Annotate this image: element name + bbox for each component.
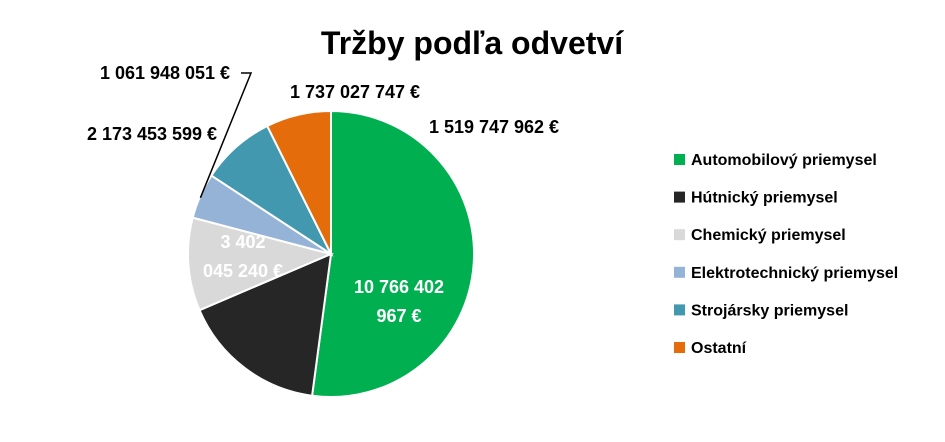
legend-swatch-4 [674,266,685,278]
legend-label-1: Automobilový priemysel [691,152,877,169]
leader-line-4 [199,72,253,199]
pie-slice-1 [310,109,475,398]
pie-slice-3 [187,216,335,312]
data-label-1: 10 766 402 967 € [354,277,444,326]
legend-swatch-5 [674,304,685,316]
pie-slice-6 [265,109,332,255]
pie-slice-2 [198,252,333,397]
legend-label-3: Chemický priemysel [691,227,846,244]
pie-slices [187,109,475,398]
data-label-6: 1 519 747 962 € [429,117,559,137]
data-label-3: 2 173 453 599 € [87,124,217,144]
data-label-5: 1 737 027 747 € [290,82,420,102]
chart-title: Tržby podľa odvetví [321,25,624,61]
legend-swatch-2 [674,191,685,203]
data-labels: 10 766 402 967 € 3 402 045 240 € 2 173 453 5… [87,63,559,326]
data-label-2: 3 402 045 240 € [203,232,283,281]
legend-label-4: Elektrotechnický priemysel [691,265,898,282]
data-label-4: 1 061 948 051 € [100,63,230,83]
legend-swatch-1 [674,154,685,165]
legend-label-2: Hútnický priemysel [691,190,838,207]
legend-swatch-6 [674,342,685,353]
legend-label-5: Strojársky priemysel [691,302,848,319]
legend-label-6: Ostatní [691,340,747,357]
legend-swatch-3 [674,229,685,241]
leader-lines [199,72,253,199]
legend: Automobilový priemysel Hútnický priemysel… [674,152,898,357]
